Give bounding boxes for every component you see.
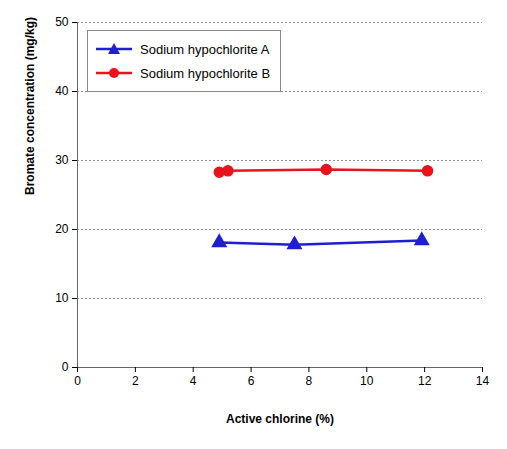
svg-text:2: 2 [132,374,139,388]
svg-text:0: 0 [74,374,81,388]
svg-text:10: 10 [360,374,374,388]
svg-text:12: 12 [418,374,432,388]
svg-text:40: 40 [55,84,69,98]
svg-text:4: 4 [190,374,197,388]
svg-text:0: 0 [62,360,69,374]
svg-text:20: 20 [55,222,69,236]
svg-text:Bromate concentration (mg/kg): Bromate concentration (mg/kg) [23,17,37,195]
svg-text:30: 30 [55,153,69,167]
svg-text:8: 8 [306,374,313,388]
svg-text:10: 10 [55,291,69,305]
svg-text:Active chlorine (%): Active chlorine (%) [226,412,334,426]
html-text:Sodium hypochlorite B: Sodium hypochlorite B [140,65,271,81]
svg-text:50: 50 [55,15,69,29]
svg-text:14: 14 [476,374,490,388]
html-text:Sodium hypochlorite A: Sodium hypochlorite A [140,41,270,57]
svg-text:6: 6 [248,374,255,388]
